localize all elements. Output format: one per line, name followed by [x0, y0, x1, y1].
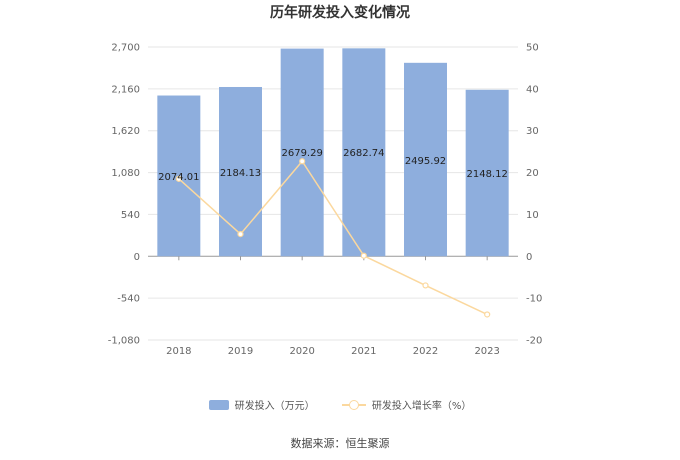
growth-rate-point-2021 — [360, 252, 367, 259]
y-right-tick-label: 40 — [526, 84, 539, 95]
source-note: 数据来源：恒生聚源 — [290, 437, 390, 450]
grid-lines — [148, 46, 518, 341]
bar-value-label: 2074.01 — [158, 172, 199, 183]
y-left-tick-label: 540 — [121, 210, 140, 221]
legend-line-swatch — [341, 399, 366, 410]
y-right-tick-label: 30 — [526, 126, 539, 137]
y-left-tick-label: 2,700 — [111, 43, 140, 54]
y-left-tick-label: 1,080 — [111, 168, 140, 179]
bar-2021 — [342, 48, 386, 257]
legend-item-bar[interactable]: 研发投入（万元） — [208, 397, 315, 412]
growth-rate-line — [178, 160, 488, 316]
y-right-tick-label: 10 — [526, 210, 539, 221]
growth-rate-point-2022 — [422, 282, 429, 289]
y-left-tick-label: -1,080 — [108, 336, 140, 347]
x-tick-label: 2021 — [351, 346, 376, 357]
y-left-tick-label: 0 — [134, 252, 140, 263]
y-left-tick-label: 1,620 — [111, 126, 140, 137]
bar-2020 — [280, 48, 324, 257]
bar-series — [157, 48, 509, 257]
legend-line-label: 研发投入增长率（%） — [371, 401, 472, 412]
x-tick-label: 2020 — [289, 346, 314, 357]
chart-plot: -1,080 -540 0 540 1,080 1,620 2,160 2,700 -20 -10… — [108, 43, 543, 358]
growth-rate-point-2018 — [175, 175, 182, 182]
growth-rate-point-2019 — [237, 231, 244, 238]
bar-value-label: 2495.92 — [405, 156, 446, 167]
bar-value-label: 2679.29 — [281, 148, 322, 159]
bar-value-label: 2184.13 — [220, 168, 261, 179]
bar-2023 — [465, 89, 509, 257]
x-tick-label: 2022 — [413, 346, 438, 357]
axes: -1,080 -540 0 540 1,080 1,620 2,160 2,700 -20 -10… — [108, 43, 543, 358]
bar-value-label: 2148.12 — [466, 169, 507, 180]
y-right-tick-label: -10 — [526, 294, 542, 305]
y-right-tick-label: 0 — [526, 252, 532, 263]
y-right-tick-label: 50 — [526, 43, 539, 54]
legend: 研发投入（万元） 研发投入增长率（%） — [0, 397, 680, 413]
data-labels: 2074.01 2184.13 2679.29 2682.74 2495.92 2148.… — [158, 148, 508, 183]
chart-title: 历年研发投入变化情况 — [270, 5, 410, 21]
growth-rate-point-2020 — [299, 158, 306, 165]
legend-item-line[interactable]: 研发投入增长率（%） — [341, 397, 472, 412]
y-left-tick-label: -540 — [117, 294, 140, 305]
bar-2019 — [219, 86, 262, 257]
x-tick-label: 2019 — [228, 346, 253, 357]
legend-bar-label: 研发投入（万元） — [234, 401, 315, 412]
y-left-tick-label: 2,160 — [111, 84, 140, 95]
bar-value-label: 2682.74 — [343, 148, 384, 159]
x-tick-label: 2018 — [166, 346, 191, 357]
y-right-tick-label: 20 — [526, 168, 539, 179]
legend-bar-swatch — [208, 399, 229, 410]
x-tick-label: 2023 — [474, 346, 499, 357]
y-right-tick-label: -20 — [526, 336, 542, 347]
line-series — [175, 158, 491, 318]
growth-rate-point-2023 — [484, 311, 491, 318]
bar-2022 — [404, 62, 447, 257]
